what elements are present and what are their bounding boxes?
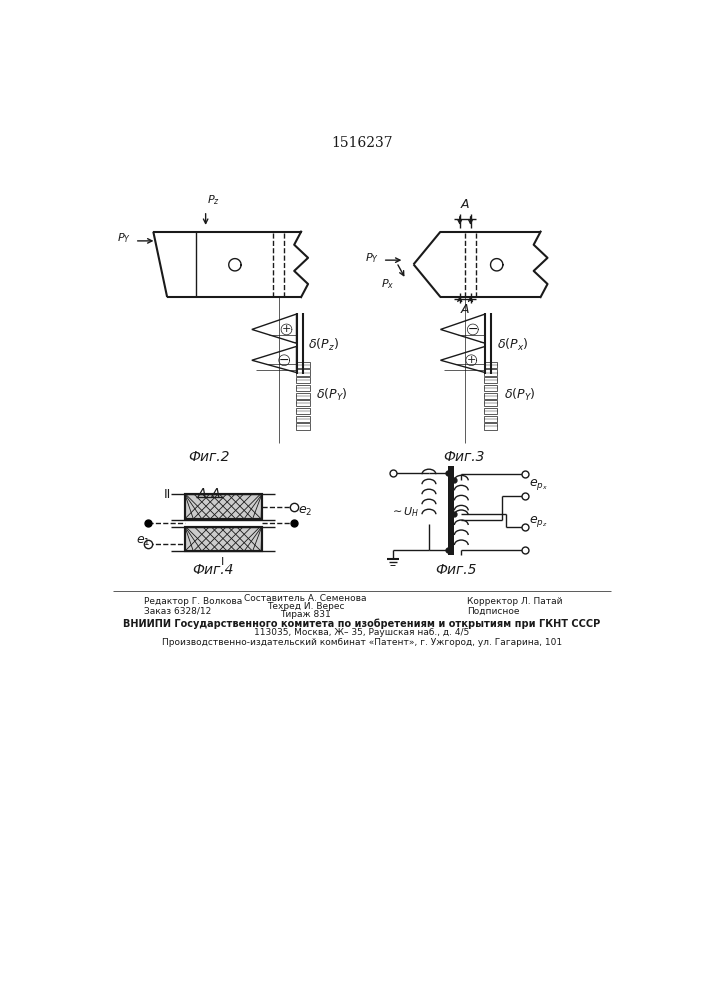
Bar bbox=[484, 416, 498, 422]
Bar bbox=[484, 362, 498, 368]
Text: A: A bbox=[461, 198, 469, 211]
Bar bbox=[296, 423, 310, 430]
Bar bbox=[296, 362, 310, 368]
Bar bbox=[185, 527, 262, 551]
Bar bbox=[185, 494, 262, 519]
Text: A–A: A–A bbox=[198, 487, 221, 500]
Text: $e_2$: $e_2$ bbox=[298, 505, 312, 518]
Text: II: II bbox=[163, 488, 171, 501]
Text: +: + bbox=[467, 355, 476, 365]
Text: Фиг.3: Фиг.3 bbox=[443, 450, 484, 464]
Bar bbox=[296, 377, 310, 383]
Text: ВНИИПИ Государственного комитета по изобретениям и открытиям при ГКНТ СССР: ВНИИПИ Государственного комитета по изоб… bbox=[123, 618, 600, 629]
Text: $P_x$: $P_x$ bbox=[382, 277, 395, 291]
Bar bbox=[185, 527, 262, 551]
Bar bbox=[484, 369, 498, 376]
Text: 1516237: 1516237 bbox=[331, 136, 393, 150]
Text: $e_{p_z}$: $e_{p_z}$ bbox=[529, 514, 548, 529]
Text: Фиг.4: Фиг.4 bbox=[192, 563, 234, 577]
Text: Составитель А. Семенова: Составитель А. Семенова bbox=[245, 594, 367, 603]
Bar bbox=[296, 369, 310, 376]
Text: Фиг.5: Фиг.5 bbox=[435, 563, 477, 577]
Text: $P_Y$: $P_Y$ bbox=[365, 251, 379, 265]
Text: 113035, Москва, Ж– 35, Раушская наб., д. 4/5: 113035, Москва, Ж– 35, Раушская наб., д.… bbox=[255, 628, 469, 637]
Text: Фиг.2: Фиг.2 bbox=[189, 450, 230, 464]
Text: Производственно-издательский комбинат «Патент», г. Ужгород, ул. Гагарина, 101: Производственно-издательский комбинат «П… bbox=[162, 638, 562, 647]
Text: −: − bbox=[279, 354, 289, 367]
Bar bbox=[484, 400, 498, 406]
Text: −: − bbox=[467, 323, 478, 336]
Bar bbox=[448, 466, 455, 555]
Text: $P_z$: $P_z$ bbox=[207, 193, 220, 207]
Text: $\delta(P_Y)$: $\delta(P_Y)$ bbox=[316, 387, 347, 403]
Bar bbox=[296, 385, 310, 391]
Text: $e_{p_x}$: $e_{p_x}$ bbox=[529, 477, 548, 492]
Text: $\delta(P_z)$: $\delta(P_z)$ bbox=[308, 337, 339, 353]
Bar bbox=[484, 393, 498, 399]
Text: I: I bbox=[221, 557, 224, 567]
Bar bbox=[484, 408, 498, 414]
Polygon shape bbox=[440, 314, 485, 343]
Text: +: + bbox=[282, 324, 291, 334]
Bar bbox=[484, 423, 498, 430]
Text: $\sim U_H$: $\sim U_H$ bbox=[390, 505, 419, 519]
Bar bbox=[484, 385, 498, 391]
Bar bbox=[185, 494, 262, 519]
Text: A: A bbox=[461, 303, 469, 316]
Bar bbox=[296, 408, 310, 414]
Text: Редактор Г. Волкова: Редактор Г. Волкова bbox=[144, 597, 243, 606]
Text: $\delta(P_Y)$: $\delta(P_Y)$ bbox=[504, 387, 536, 403]
Text: $\delta(P_x)$: $\delta(P_x)$ bbox=[497, 337, 528, 353]
Bar bbox=[296, 416, 310, 422]
Polygon shape bbox=[252, 314, 296, 343]
Text: Техред И. Верес: Техред И. Верес bbox=[267, 602, 344, 611]
Polygon shape bbox=[252, 346, 296, 373]
Text: Тираж 831: Тираж 831 bbox=[281, 610, 331, 619]
Text: $e_1$: $e_1$ bbox=[136, 535, 151, 548]
Bar bbox=[296, 393, 310, 399]
Text: Подписное: Подписное bbox=[467, 607, 520, 616]
Text: Корректор Л. Патай: Корректор Л. Патай bbox=[467, 597, 563, 606]
Bar bbox=[296, 400, 310, 406]
Text: Заказ 6328/12: Заказ 6328/12 bbox=[144, 607, 211, 616]
Text: $P_Y$: $P_Y$ bbox=[117, 232, 131, 245]
Bar bbox=[484, 377, 498, 383]
Polygon shape bbox=[440, 346, 485, 373]
